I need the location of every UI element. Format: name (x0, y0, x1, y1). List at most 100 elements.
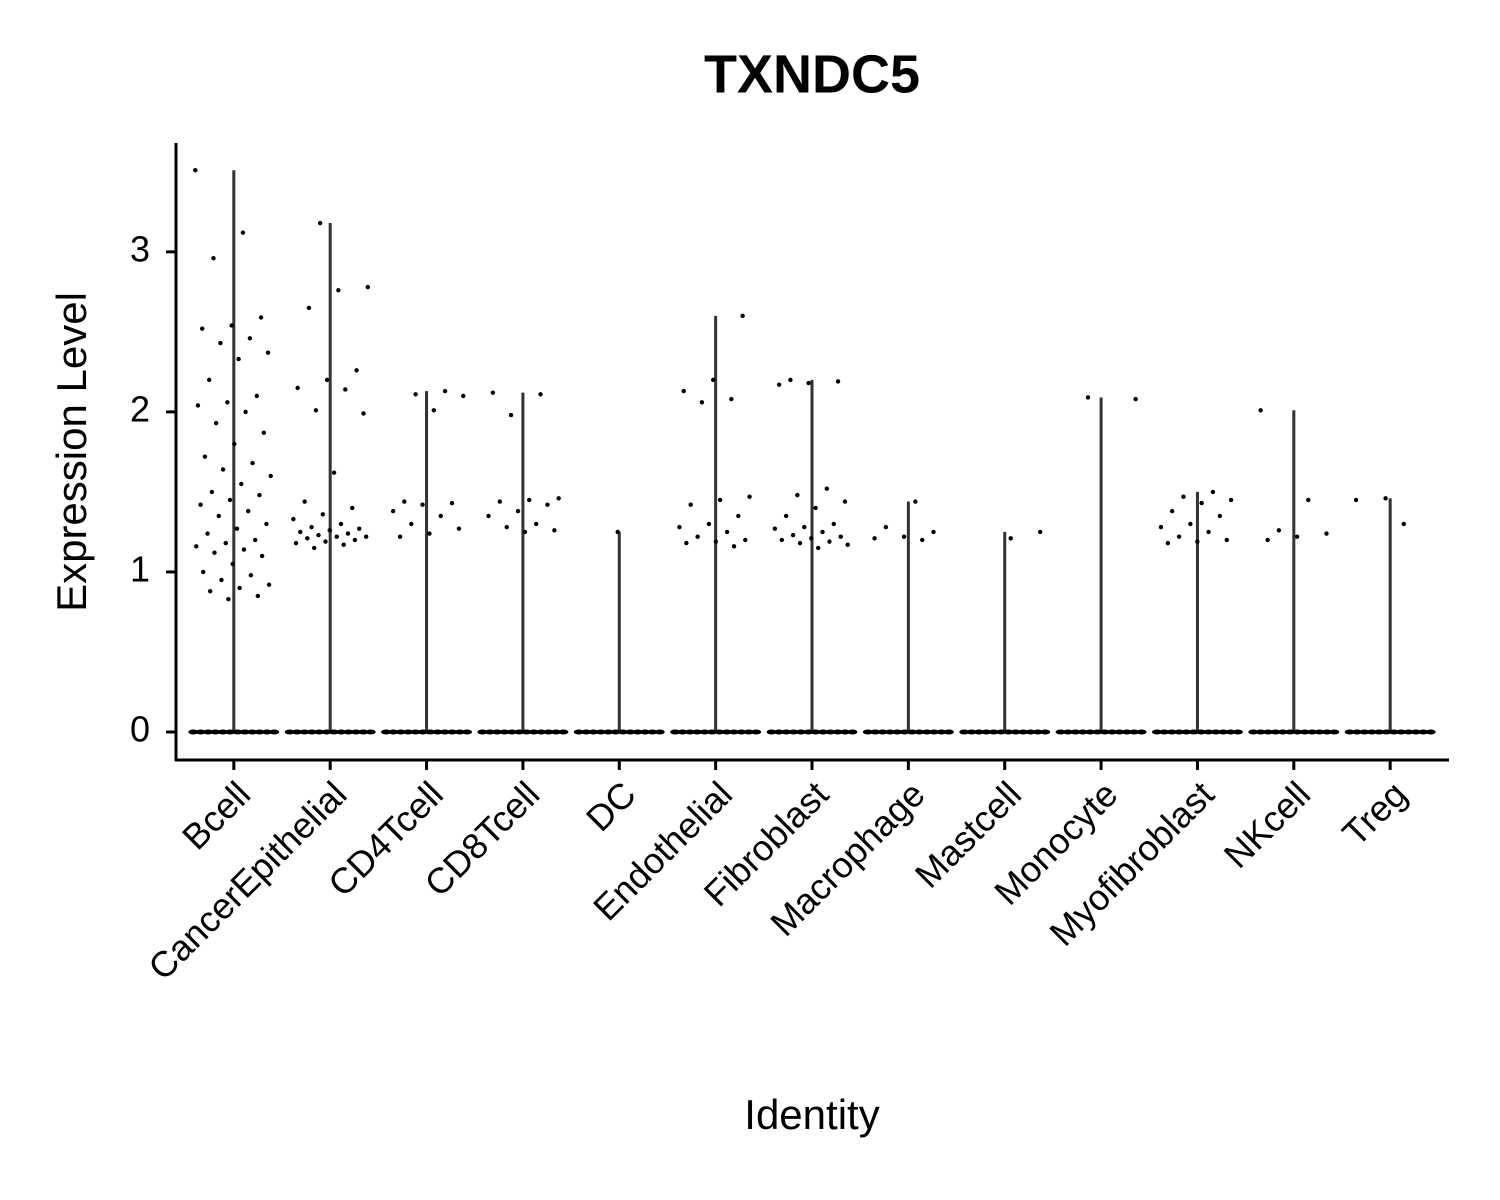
point (449, 500, 455, 506)
point (265, 350, 271, 355)
zero-point (1248, 729, 1259, 735)
zero-point (1174, 729, 1185, 735)
zero-point (247, 729, 258, 735)
zero-point (625, 729, 636, 735)
zero-point (810, 729, 821, 735)
zero-point (1099, 729, 1110, 735)
zero-point (1285, 729, 1296, 735)
point (776, 382, 782, 387)
point (211, 256, 216, 261)
zero-point (766, 729, 777, 735)
point (236, 356, 241, 362)
zero-point (1166, 729, 1177, 735)
zero-point (1410, 729, 1421, 735)
zero-point (506, 729, 517, 735)
zero-point (1299, 729, 1310, 735)
point (688, 502, 693, 507)
zero-point (439, 729, 450, 735)
x-axis-label: Identity (744, 1091, 879, 1138)
point (1401, 521, 1406, 527)
zero-point (417, 729, 428, 735)
zero-point (1352, 729, 1363, 735)
point (816, 545, 821, 551)
zero-point (877, 729, 888, 735)
point (556, 496, 561, 501)
point (431, 408, 436, 413)
point (345, 531, 351, 536)
point (312, 545, 317, 551)
zero-point (232, 729, 243, 735)
zero-point (588, 729, 599, 735)
zero-point (617, 729, 628, 735)
point (413, 392, 418, 397)
zero-point (1196, 729, 1207, 735)
point (845, 542, 850, 547)
zero-point (781, 729, 792, 735)
point (1383, 496, 1388, 501)
zero-point (921, 729, 932, 735)
zero-point (847, 729, 858, 735)
point (838, 534, 843, 539)
point (710, 377, 716, 383)
point (201, 569, 206, 575)
zero-point (1218, 729, 1229, 735)
zero-point (773, 729, 784, 735)
zero-point (884, 729, 895, 735)
point (232, 441, 237, 447)
point (1181, 494, 1186, 499)
point (266, 582, 272, 587)
zero-point (217, 729, 228, 735)
point (1294, 534, 1300, 539)
zero-point (336, 729, 347, 735)
point (1324, 531, 1329, 536)
point (731, 544, 737, 549)
point (736, 513, 741, 519)
point (717, 497, 723, 503)
point (790, 532, 796, 538)
point (316, 532, 321, 538)
zero-point (795, 729, 806, 735)
point (291, 516, 296, 522)
point (883, 524, 889, 530)
zero-point (1151, 729, 1162, 735)
point (295, 385, 300, 391)
point (552, 528, 557, 533)
zero-point (803, 729, 814, 735)
zero-point (670, 729, 681, 735)
point (806, 380, 811, 386)
zero-point (1114, 729, 1125, 735)
zero-point (1107, 729, 1118, 735)
point (331, 470, 337, 475)
point (302, 499, 307, 504)
zero-point (1025, 729, 1036, 735)
point (1306, 497, 1311, 503)
point (334, 534, 339, 539)
point (226, 596, 231, 602)
point (831, 521, 836, 527)
zero-point (543, 729, 554, 735)
point (218, 340, 223, 346)
point (207, 588, 213, 594)
x-tick-label: NKcell (1216, 773, 1319, 876)
zero-point (239, 729, 250, 735)
zero-point (1374, 729, 1385, 735)
zero-point (677, 729, 688, 735)
zero-point (1255, 729, 1266, 735)
point (1165, 540, 1171, 546)
point (835, 379, 841, 384)
zero-point (699, 729, 710, 735)
point (243, 409, 248, 415)
point (677, 524, 682, 530)
zero-point (632, 729, 643, 735)
zero-point (1314, 729, 1325, 735)
zero-point (358, 729, 369, 735)
point (842, 499, 848, 504)
point (545, 502, 550, 507)
point (706, 521, 712, 527)
point (323, 539, 328, 544)
zero-point (210, 729, 221, 735)
zero-point (306, 729, 317, 735)
point (820, 529, 825, 535)
zero-point (610, 729, 621, 735)
